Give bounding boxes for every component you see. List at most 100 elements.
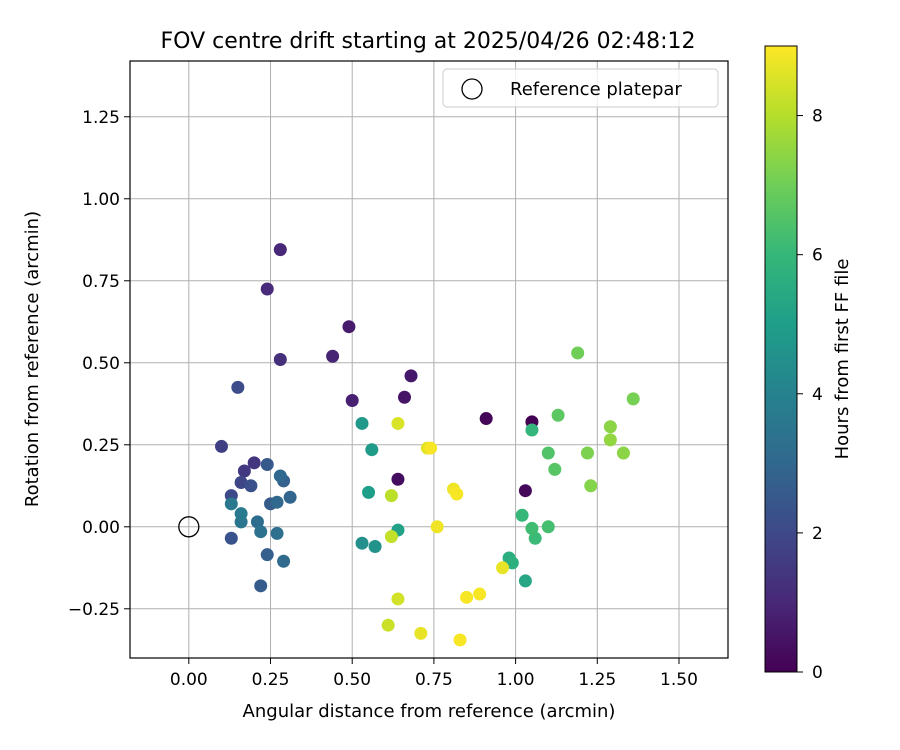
y-tick-label: 0.75	[82, 272, 120, 292]
data-point	[250, 515, 264, 529]
data-points	[214, 243, 640, 647]
data-point	[231, 380, 245, 394]
data-point	[234, 507, 248, 521]
data-point	[355, 416, 369, 430]
x-tick-label: 0.75	[415, 670, 453, 690]
data-point	[384, 489, 398, 503]
data-point	[541, 520, 555, 534]
y-tick-label: 1.25	[82, 108, 120, 128]
data-point	[616, 446, 630, 460]
data-point	[571, 346, 585, 360]
data-point	[326, 349, 340, 363]
chart-title: FOV centre drift starting at 2025/04/26 …	[161, 29, 696, 54]
data-point	[450, 487, 464, 501]
data-point	[603, 433, 617, 447]
data-point	[254, 579, 268, 593]
data-point	[260, 282, 274, 296]
data-point	[381, 618, 395, 632]
y-tick-label: 0.50	[82, 354, 120, 374]
data-point	[234, 476, 248, 490]
data-point	[479, 412, 493, 426]
data-point	[404, 369, 418, 383]
data-point	[518, 574, 532, 588]
data-point	[247, 456, 261, 470]
data-point	[277, 554, 291, 568]
data-point	[283, 490, 297, 504]
data-point	[525, 521, 539, 535]
legend: Reference platepar	[442, 68, 719, 108]
colorbar-tick-label: 2	[812, 524, 823, 544]
colorbar-tick-label: 0	[812, 663, 823, 683]
data-point	[460, 590, 474, 604]
y-tick-label: −0.25	[68, 600, 120, 620]
x-tick-label: 0.00	[170, 670, 208, 690]
y-tick-label: 1.00	[82, 190, 120, 210]
data-point	[214, 439, 228, 453]
plot-frame	[129, 60, 729, 659]
colorbar-label: Hours from first FF file	[832, 259, 853, 460]
x-axis-ticks: 0.00 0.25 0.50 0.75 1.00 1.25 1.50	[170, 658, 698, 690]
data-point	[224, 497, 238, 511]
x-tick-label: 1.00	[497, 670, 535, 690]
data-point	[355, 536, 369, 550]
x-tick-label: 0.25	[252, 670, 290, 690]
data-point	[473, 587, 487, 601]
data-point	[260, 457, 274, 471]
x-tick-label: 1.50	[660, 670, 698, 690]
data-point	[391, 472, 405, 486]
grid-lines	[130, 61, 728, 658]
data-point	[453, 633, 467, 647]
data-point	[424, 441, 438, 455]
data-point	[365, 443, 379, 457]
reference-marker	[178, 516, 200, 538]
data-point	[254, 525, 268, 539]
data-point	[528, 531, 542, 545]
data-point	[397, 390, 411, 404]
data-point	[603, 420, 617, 434]
y-tick-label: 0.25	[82, 436, 120, 456]
data-point	[345, 394, 359, 408]
data-point	[391, 592, 405, 606]
data-point	[244, 479, 258, 493]
data-point	[342, 320, 356, 334]
data-point	[391, 416, 405, 430]
data-point	[518, 484, 532, 498]
data-point	[237, 464, 251, 478]
data-point	[541, 446, 555, 460]
colorbar-tick-label: 6	[812, 246, 823, 266]
colorbar-tick-label: 4	[812, 385, 823, 405]
data-point	[273, 243, 287, 257]
y-axis-ticks: −0.25 0.00 0.25 0.50 0.75 1.00 1.25	[68, 108, 130, 620]
legend-open-circle-marker	[461, 78, 483, 100]
x-axis-label: Angular distance from reference (arcmin)	[243, 701, 616, 722]
data-point	[270, 495, 284, 509]
colorbar-ticks: 0 2 4 6 8	[797, 107, 823, 683]
data-point	[273, 353, 287, 366]
data-point	[384, 530, 398, 544]
data-point	[548, 462, 562, 476]
data-point	[505, 556, 519, 570]
y-axis-label: Rotation from reference (arcmin)	[22, 211, 43, 507]
legend-box	[442, 68, 719, 108]
data-point	[273, 469, 287, 483]
data-point	[260, 548, 274, 562]
data-point	[270, 526, 284, 540]
data-point	[626, 392, 640, 406]
x-tick-label: 1.25	[578, 670, 616, 690]
x-tick-label: 0.50	[333, 670, 371, 690]
data-point	[224, 531, 238, 545]
reference-platepar-marker	[178, 516, 200, 538]
data-point	[362, 485, 376, 499]
data-point	[430, 520, 444, 534]
data-point	[414, 626, 428, 640]
data-point	[584, 479, 598, 493]
y-tick-label: 0.00	[82, 518, 120, 538]
legend-label-reference: Reference platepar	[510, 79, 682, 100]
colorbar-frame	[764, 45, 798, 673]
colorbar	[765, 46, 797, 672]
data-point	[496, 561, 510, 575]
data-point	[525, 423, 539, 437]
data-point	[515, 508, 529, 522]
data-point	[580, 446, 594, 460]
